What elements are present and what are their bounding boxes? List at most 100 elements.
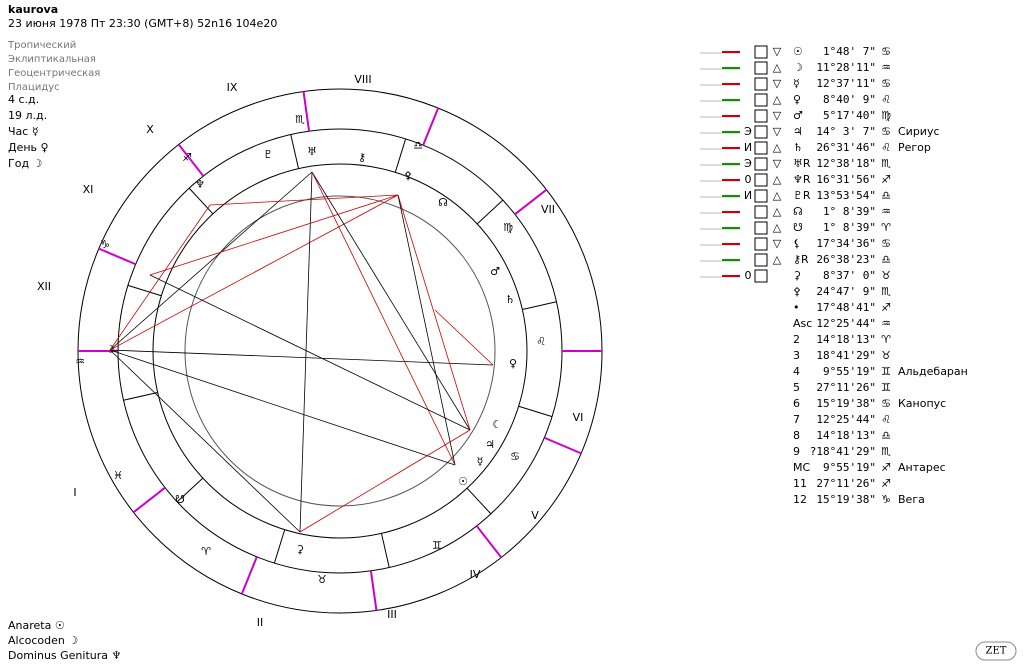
sign-divider — [188, 187, 214, 215]
marker: Э — [744, 157, 752, 170]
planet-glyph: ☋ — [175, 493, 185, 506]
house-numeral: VIII — [354, 73, 371, 86]
zodiac-glyph: ♌ — [536, 335, 546, 348]
sign: ♌ — [881, 141, 891, 154]
info-line: 4 с.д. — [8, 93, 39, 106]
aspect-box — [754, 221, 768, 235]
planet-glyph: ☽ — [105, 343, 115, 356]
position: 27°11'26" — [816, 477, 876, 490]
house-numeral: XII — [37, 280, 51, 293]
house-numeral: II — [257, 616, 264, 629]
position: 26°38'23" — [816, 253, 876, 266]
planet-glyph: ⚴ — [404, 169, 412, 182]
position: 1° 8'39" — [823, 221, 876, 234]
planet-glyph: ☊ — [438, 196, 448, 209]
position: 12°37'11" — [816, 77, 876, 90]
symbol: 12 — [793, 493, 807, 506]
aspect-triangle: ▽ — [773, 45, 782, 58]
marker: Э — [744, 125, 752, 138]
house-cusp — [132, 486, 166, 514]
symbol: 11 — [793, 477, 807, 490]
sign: ♌ — [881, 93, 891, 106]
planet-glyph: ⚳ — [296, 543, 304, 556]
aspect-triangle: ▽ — [773, 125, 782, 138]
aspect-triangle: △ — [773, 205, 782, 218]
aspect-box — [754, 45, 768, 59]
symbol: ♆R — [793, 173, 811, 186]
aspect-line — [299, 171, 313, 533]
position: 12°25'44" — [816, 413, 876, 426]
sign: ♉ — [881, 349, 891, 362]
aspect-line — [209, 194, 399, 206]
zet-label[interactable]: ZET — [986, 646, 1007, 657]
position: 12°38'18" — [816, 157, 876, 170]
house-cusp — [543, 436, 582, 455]
aspect-line — [109, 204, 211, 351]
info-line: Год ☽ — [8, 157, 42, 170]
position: 17°34'36" — [816, 237, 876, 250]
sign: ♐ — [881, 173, 891, 186]
symbol: 4 — [793, 365, 800, 378]
symbol: 9 — [793, 445, 800, 458]
symbol: ♄ — [793, 141, 803, 154]
sign: ♏ — [881, 157, 891, 170]
zodiac-glyph: ♈ — [201, 545, 211, 558]
aspect-box — [754, 141, 768, 155]
house-numeral: III — [387, 608, 397, 621]
aspect-box — [754, 205, 768, 219]
aspect-box — [754, 109, 768, 123]
sign: ♋ — [881, 45, 891, 58]
info-line: 19 л.д. — [8, 109, 47, 122]
symbol: Asc — [793, 317, 812, 330]
aspect-triangle: △ — [773, 93, 782, 106]
aspect-box — [754, 253, 768, 267]
sign: ♐ — [881, 301, 891, 314]
sign-divider — [273, 529, 286, 564]
position: 27°11'26" — [816, 381, 876, 394]
symbol: 8 — [793, 429, 800, 442]
zodiac-glyph: ♋ — [510, 450, 520, 463]
chart-datetime: 23 июня 1978 Пт 23:30 (GMT+8) 52n16 104e… — [8, 17, 277, 30]
planet-glyph: ♂ — [490, 265, 500, 278]
info-line: Час ☿ — [8, 125, 39, 138]
star: Регор — [898, 141, 931, 154]
position: 14°18'13" — [816, 429, 876, 442]
aspect-line — [299, 429, 471, 533]
house-cusp — [240, 556, 258, 595]
zodiac-glyph: ♉ — [317, 573, 327, 586]
aspect-box — [754, 93, 768, 107]
planet-glyph: ♅ — [307, 145, 317, 158]
aspect-triangle: ▽ — [773, 109, 782, 122]
setting: Плацидус — [8, 82, 60, 93]
planet-glyph: ♄ — [505, 293, 515, 306]
house-cusp — [422, 107, 440, 146]
house-cusp — [302, 91, 311, 132]
symbol: ☿ — [793, 77, 800, 90]
house-cusp — [369, 570, 378, 611]
zet-button[interactable] — [975, 641, 1017, 661]
position: 15°19'38" — [816, 397, 876, 410]
aspect-triangle: △ — [773, 189, 782, 202]
position: 16°31'56" — [816, 173, 876, 186]
zodiac-glyph: ♊ — [432, 539, 442, 552]
star: Вега — [898, 493, 925, 506]
aspect-line — [434, 309, 494, 366]
position: ?18°41'29" — [810, 445, 876, 458]
marker: 0 — [745, 269, 752, 282]
planet-glyph: ♃ — [485, 438, 495, 451]
marker: И — [744, 141, 752, 154]
house-numeral: V — [531, 509, 539, 522]
sign: ♒ — [881, 317, 891, 330]
position: 9°55'19" — [823, 365, 876, 378]
chart-name: kaurova — [8, 3, 58, 16]
sign: ♐ — [881, 461, 891, 474]
footer-line: Dominus Genitura ♆ — [8, 649, 121, 662]
sign: ♏ — [881, 285, 891, 298]
symbol: 6 — [793, 397, 800, 410]
planet-glyph: ♀ — [509, 357, 517, 370]
symbol: MC — [793, 461, 810, 474]
position: 9°55'19" — [823, 461, 876, 474]
aspect-triangle: ▽ — [773, 157, 782, 170]
aspect-line — [311, 171, 456, 466]
